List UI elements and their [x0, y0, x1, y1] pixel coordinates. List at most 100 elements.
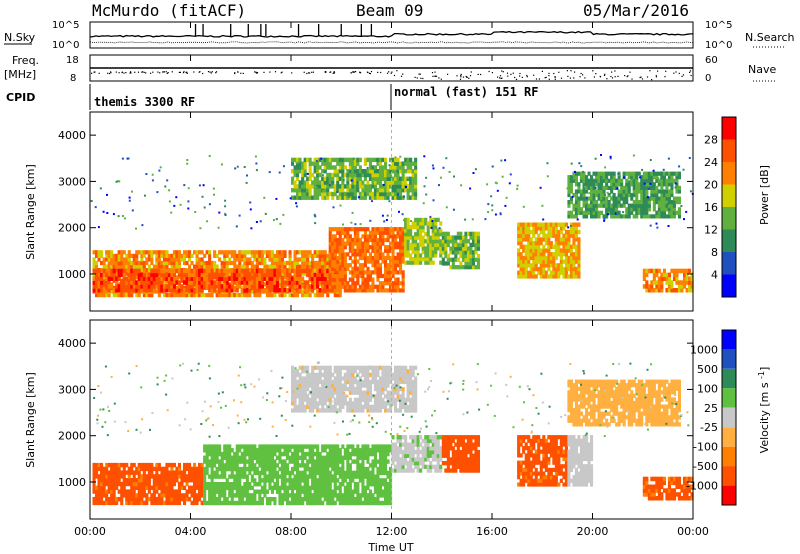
range-gate-cell [585, 200, 589, 205]
scatter-echo [282, 213, 285, 216]
range-gate-cell [612, 214, 616, 219]
nave-point [431, 72, 434, 74]
range-gate-cell [358, 172, 362, 178]
range-gate-cell [529, 241, 533, 246]
range-gate-cell [371, 227, 375, 232]
range-gate-cell [268, 478, 272, 483]
range-gate-cell [105, 478, 109, 483]
range-gate-cell [431, 235, 435, 240]
range-gate-cell [162, 481, 166, 487]
range-gate-cell [328, 259, 332, 264]
range-gate-cell [283, 448, 287, 453]
scatter-echo [491, 165, 494, 168]
range-gate-cell [283, 293, 287, 298]
range-gate-cell [373, 165, 377, 170]
range-gate-cell [215, 474, 219, 479]
range-gate-cell [436, 242, 440, 247]
range-gate-cell [401, 273, 405, 279]
range-gate-cell [318, 280, 322, 285]
range-gate-cell [117, 496, 121, 502]
range-gate-cell [451, 239, 455, 244]
range-gate-cell [363, 161, 367, 166]
range-gate-cell [404, 260, 408, 265]
scatter-echo [198, 184, 201, 187]
range-gate-cell [223, 482, 227, 487]
range-gate-cell [308, 293, 312, 298]
range-gate-cell [331, 172, 335, 178]
range-gate-cell [476, 265, 480, 270]
range-gate-cell [391, 195, 395, 200]
range-gate-cell [585, 178, 589, 183]
range-gate-cell [348, 227, 352, 232]
range-gate-cell [338, 227, 342, 232]
range-gate-cell [100, 284, 104, 289]
range-gate-cell [258, 257, 262, 262]
range-gate-cell [250, 268, 254, 274]
range-gate-cell [152, 288, 156, 293]
range-gate-cell [280, 284, 284, 289]
range-gate-cell [552, 266, 556, 272]
range-gate-cell [474, 265, 478, 270]
range-gate-cell [534, 237, 538, 242]
range-gate-cell [328, 284, 332, 289]
range-gate-cell [464, 257, 468, 262]
range-gate-cell [667, 207, 671, 212]
range-gate-cell [527, 237, 531, 242]
range-gate-cell [414, 221, 418, 226]
range-gate-cell [429, 260, 433, 265]
range-gate-cell [306, 184, 310, 189]
range-gate-cell [363, 288, 367, 293]
range-gate-cell [527, 248, 531, 253]
range-gate-cell [218, 493, 222, 498]
range-gate-cell [318, 165, 322, 170]
range-gate-cell [569, 182, 573, 187]
range-gate-cell [120, 474, 124, 479]
range-gate-cell [399, 259, 403, 264]
range-gate-cell [527, 244, 531, 249]
range-gate-cell [183, 485, 187, 490]
range-gate-cell [208, 257, 212, 262]
range-gate-cell [112, 485, 116, 490]
range-gate-cell [331, 248, 335, 253]
range-gate-cell [100, 288, 104, 293]
range-gate-cell [280, 288, 284, 293]
range-gate-cell [346, 188, 350, 193]
range-gate-cell [396, 252, 400, 257]
range-gate-cell [592, 185, 596, 190]
range-gate-cell [112, 264, 116, 269]
range-gate-cell [353, 234, 357, 239]
range-gate-cell [426, 246, 430, 251]
range-gate-cell [303, 188, 307, 193]
range-gate-cell [431, 260, 435, 265]
range-gate-cell [311, 184, 315, 189]
range-gate-cell [240, 459, 244, 464]
range-gate-cell [401, 165, 405, 170]
range-gate-cell [268, 276, 272, 281]
range-gate-cell [238, 478, 242, 483]
range-gate-cell [471, 231, 475, 236]
range-gate-cell [135, 268, 139, 274]
range-gate-cell [243, 485, 247, 491]
range-gate-cell [343, 252, 347, 257]
nave-point [665, 70, 667, 72]
range-gate-cell [386, 169, 390, 174]
range-gate-cell [190, 280, 194, 285]
range-gate-cell [655, 280, 659, 285]
range-gate-cell [356, 277, 360, 282]
range-gate-cell [434, 246, 438, 251]
range-gate-cell [391, 191, 395, 197]
range-gate-cell [396, 195, 400, 200]
range-gate-cell [193, 485, 197, 490]
range-gate-cell [110, 470, 114, 475]
range-gate-cell [642, 268, 646, 274]
range-gate-cell [235, 451, 239, 457]
range-gate-cell [414, 195, 418, 200]
range-gate-cell [384, 227, 388, 232]
range-gate-cell [102, 470, 106, 475]
range-gate-cell [218, 444, 222, 449]
nave-point [215, 72, 217, 74]
range-gate-cell [165, 272, 169, 278]
range-gate-cell [210, 268, 214, 274]
range-gate-cell [250, 284, 254, 289]
range-gate-cell [476, 231, 480, 236]
